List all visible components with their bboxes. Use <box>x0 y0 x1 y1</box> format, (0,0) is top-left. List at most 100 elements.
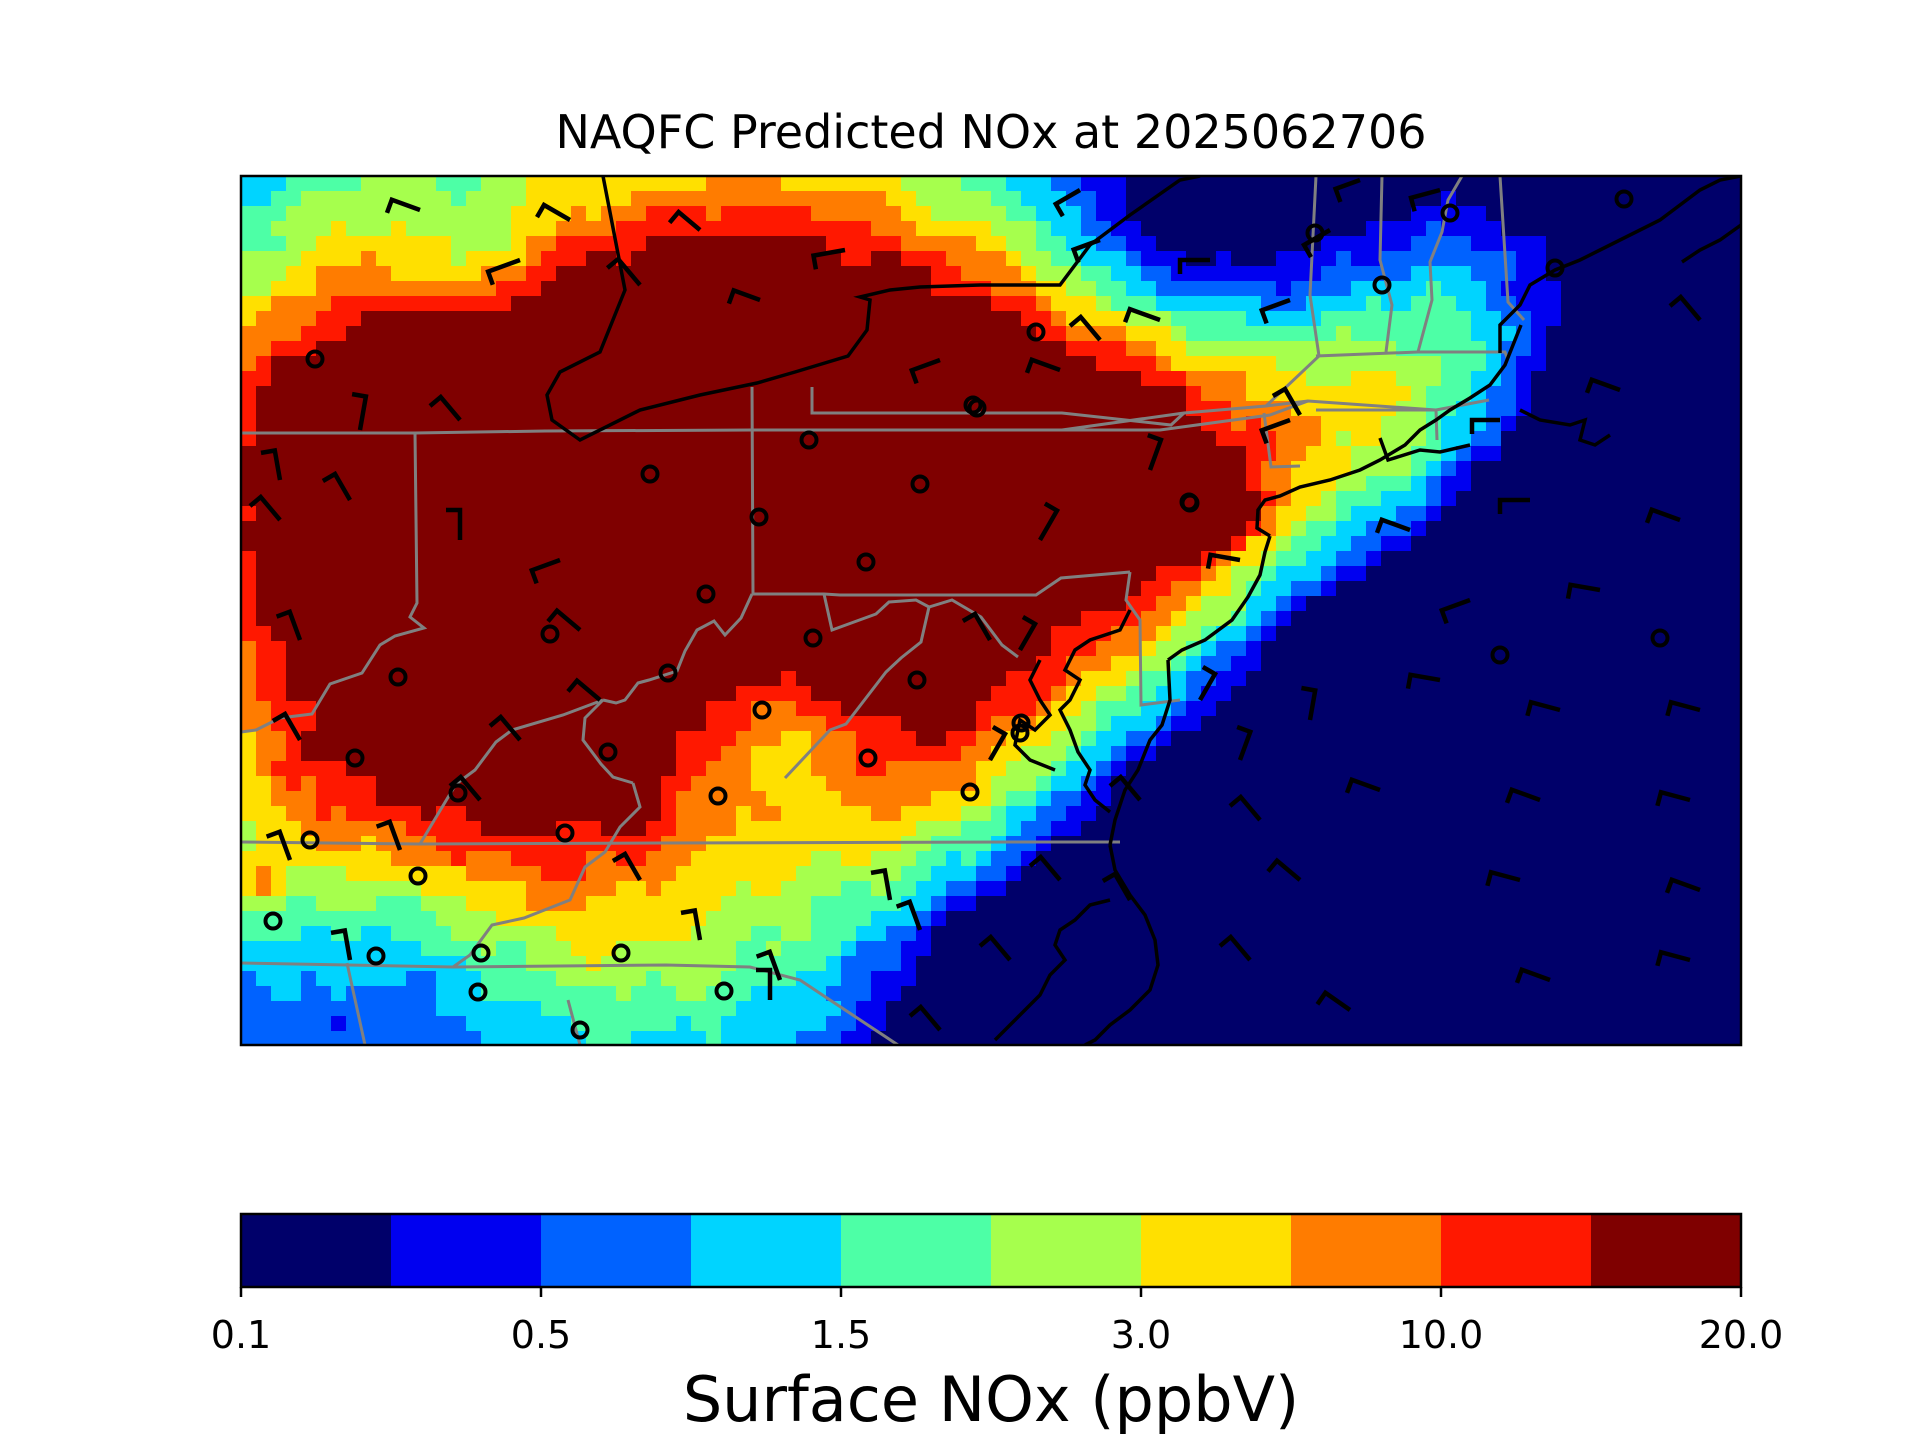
station-marker <box>708 786 728 806</box>
station-marker <box>598 742 618 762</box>
wind-barb <box>908 1003 942 1032</box>
wind-barb <box>810 247 846 270</box>
wind-barb <box>1525 699 1561 717</box>
colorbar-bin <box>691 1214 842 1287</box>
nox-concentration-grid <box>241 176 1741 1045</box>
wind-barb <box>870 867 893 901</box>
station-marker <box>1440 203 1460 223</box>
chart-title: NAQFC Predicted NOx at 2025062706 <box>555 105 1427 159</box>
wind-barb <box>680 907 703 941</box>
wind-barb <box>1024 356 1061 374</box>
station-marker <box>300 830 320 850</box>
station-marker <box>611 943 631 963</box>
station-marker <box>1026 322 1046 342</box>
station-marker <box>696 584 716 604</box>
wind-barb <box>1068 313 1102 342</box>
wind-barb <box>485 257 521 286</box>
wind-barb <box>1018 615 1039 652</box>
wind-barb <box>1514 966 1551 984</box>
station-marker <box>640 464 660 484</box>
wind-barb <box>1344 776 1381 794</box>
wind-barb <box>448 773 482 802</box>
wind-barb <box>1408 187 1441 212</box>
state-boundaries <box>241 176 1526 1045</box>
wind-barb <box>1315 989 1352 1012</box>
colorbar-tick-label: 0.1 <box>210 1313 272 1357</box>
wind-barb <box>1584 376 1621 394</box>
station-marker <box>1305 223 1325 243</box>
station-marker <box>1010 723 1030 743</box>
station-marker <box>366 946 386 966</box>
wind-barb <box>1271 385 1302 417</box>
wind-barb <box>1028 853 1062 882</box>
station-marker <box>263 911 283 931</box>
colorbar-frame <box>239 1212 1743 1289</box>
wind-barb <box>755 948 783 981</box>
wind-barb <box>1052 188 1082 218</box>
station-marker <box>1011 713 1031 733</box>
wind-barb <box>321 470 352 502</box>
station-marker <box>910 474 930 494</box>
station-marker <box>714 981 734 1001</box>
wind-barb <box>275 608 303 641</box>
wind-barb <box>1108 773 1142 802</box>
station-marker <box>555 823 575 843</box>
station-marker <box>858 748 878 768</box>
station-marker <box>963 395 983 415</box>
colorbar-bin <box>1591 1214 1742 1287</box>
colorbar-bin <box>991 1214 1142 1287</box>
wind-barb <box>1236 724 1254 761</box>
wind-barb <box>908 357 941 385</box>
wind-barb <box>1177 257 1210 274</box>
wind-barb <box>384 196 421 214</box>
wind-barb <box>667 208 702 232</box>
station-marker <box>960 782 980 802</box>
station-marker <box>1490 645 1510 665</box>
colorbar-tick-label: 20.0 <box>1698 1313 1784 1357</box>
wind-barb <box>1438 597 1471 625</box>
wind-barb <box>428 393 462 422</box>
wind-barb <box>351 391 369 431</box>
station-marker <box>468 982 488 1002</box>
wind-barb <box>1101 870 1132 902</box>
wind-barb <box>1198 665 1219 702</box>
station-marker <box>856 552 876 572</box>
colorbar-ticks <box>239 1287 1743 1297</box>
wind-barb <box>1300 685 1318 721</box>
wind-barb <box>1405 672 1441 690</box>
wind-barb <box>375 818 403 851</box>
station-marker <box>471 943 491 963</box>
station-marker <box>540 624 560 644</box>
colorbar-tick-label: 3.0 <box>1110 1313 1172 1357</box>
station-marker <box>1372 275 1392 295</box>
station-marker <box>1614 189 1634 209</box>
colorbar-bin <box>1441 1214 1592 1287</box>
station-marker <box>305 349 325 369</box>
wind-barb <box>961 610 992 642</box>
wind-barb <box>1565 582 1601 600</box>
wind-barb <box>756 967 773 1000</box>
wind-barb <box>1038 501 1061 542</box>
wind-barb <box>1205 552 1241 570</box>
colorbar <box>241 1214 1742 1287</box>
station-marker <box>448 783 468 803</box>
wind-barb <box>1497 497 1530 514</box>
wind-barb <box>1332 177 1361 203</box>
wind-barb <box>978 933 1012 962</box>
wind-barb <box>1655 789 1691 807</box>
wind-barbs <box>248 177 1702 1032</box>
wind-barb <box>271 710 302 742</box>
monitoring-stations <box>263 189 1670 1040</box>
wind-barb <box>611 850 642 882</box>
wind-barb <box>1374 516 1411 534</box>
colorbar-bin <box>1141 1214 1292 1287</box>
station-marker <box>408 866 428 886</box>
colorbar-label: Surface NOx (ppbV) <box>682 1363 1300 1436</box>
wind-barb <box>1070 237 1101 264</box>
station-marker <box>658 663 678 683</box>
wind-barb <box>726 287 761 305</box>
wind-barb <box>1469 417 1500 434</box>
wind-barb <box>1655 949 1691 967</box>
colorbar-tick-label: 10.0 <box>1398 1313 1484 1357</box>
wind-barb <box>1147 432 1164 471</box>
